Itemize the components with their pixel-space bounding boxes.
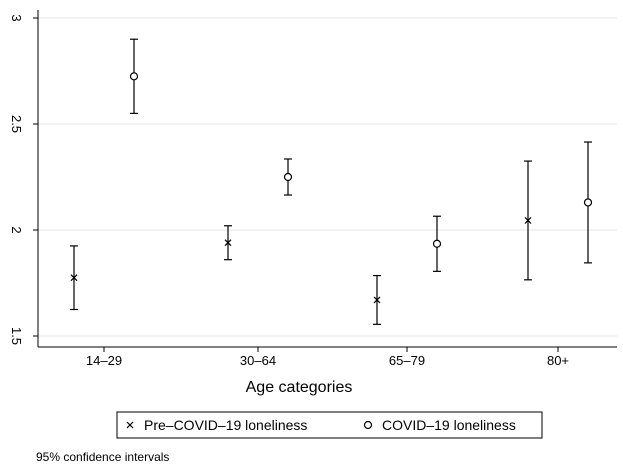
data-point-group xyxy=(129,38,139,115)
x-axis: 14–29 30–64 65–79 80+ xyxy=(86,347,569,368)
data-point-x xyxy=(70,274,78,282)
legend-box xyxy=(116,411,543,439)
y-axis: 1.5 2 2.5 3 xyxy=(9,14,38,345)
footnote: 95% confidence intervals xyxy=(36,450,170,464)
legend-label: Pre–COVID–19 loneliness xyxy=(144,417,307,433)
data-point-x xyxy=(373,296,381,304)
legend-marker-o xyxy=(363,420,373,430)
legend: Pre–COVID–19 loneliness COVID–19 loneline… xyxy=(116,411,543,439)
y-tick-label: 2 xyxy=(9,226,24,233)
data-point-group xyxy=(583,141,593,264)
data-point-group xyxy=(373,274,381,325)
x-tick-label: 80+ xyxy=(547,353,569,368)
data-point-group xyxy=(283,158,293,196)
data-point-o xyxy=(283,172,293,182)
data-point-o xyxy=(432,239,442,248)
y-tick-label: 1.5 xyxy=(9,327,24,345)
x-tick-label: 65–79 xyxy=(389,353,425,368)
data-point-group xyxy=(432,215,442,272)
data-point-o xyxy=(583,198,593,207)
data-point-o xyxy=(129,72,139,81)
x-axis-title: Age categories xyxy=(246,379,353,396)
data-point-x xyxy=(224,239,232,247)
y-tick-label: 3 xyxy=(9,14,24,21)
data-point-group xyxy=(224,225,232,261)
data-point-group xyxy=(70,245,78,311)
plot-marks xyxy=(70,38,593,325)
gridlines xyxy=(38,17,617,337)
legend-label: COVID–19 loneliness xyxy=(382,417,516,433)
x-tick-label: 30–64 xyxy=(240,353,276,368)
x-tick-label: 14–29 xyxy=(86,353,122,368)
legend-marker-x xyxy=(126,421,134,429)
data-point-group xyxy=(524,160,532,281)
y-tick-label: 2.5 xyxy=(9,115,24,133)
data-point-x xyxy=(524,217,532,224)
